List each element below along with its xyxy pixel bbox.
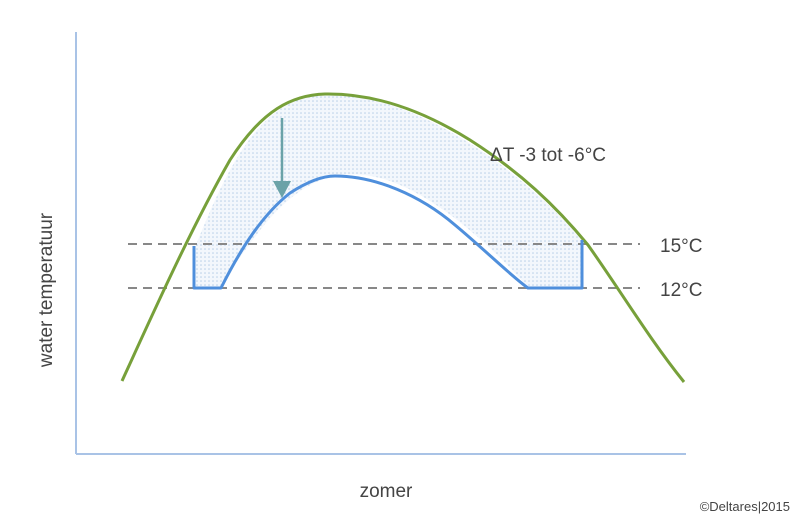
cooled-temperature-curve — [192, 174, 584, 290]
y-axis-label: water temperatuur — [36, 212, 57, 368]
x-axis-label: zomer — [360, 481, 413, 502]
natural-temperature-curve — [120, 92, 686, 383]
cooling-arrow-head — [273, 181, 291, 198]
reference-label-15: 15°C — [660, 236, 702, 257]
delta-t-shaded-area — [196, 94, 582, 287]
copyright-label: ©Deltares|2015 — [700, 499, 790, 514]
reference-label-12: 12°C — [660, 280, 702, 301]
delta-t-label: ΔT -3 tot -6°C — [490, 145, 606, 166]
